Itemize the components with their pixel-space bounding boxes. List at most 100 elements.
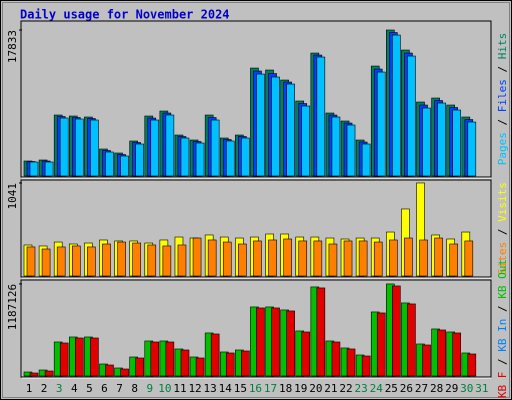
x-tick-label: 18: [279, 382, 292, 395]
bar: [298, 240, 308, 277]
bar: [331, 116, 341, 177]
x-tick-label: 6: [101, 382, 108, 395]
bar: [74, 337, 84, 377]
bar: [192, 237, 202, 277]
bar: [105, 151, 114, 177]
bar: [331, 341, 341, 377]
bar: [256, 73, 265, 177]
bar: [373, 241, 383, 277]
bar: [271, 76, 280, 177]
x-tick-label: 13: [204, 382, 217, 395]
legend: Sites / Visits: [496, 182, 509, 275]
bar: [87, 246, 96, 277]
x-tick-label: 22: [339, 382, 352, 395]
bar: [105, 364, 114, 377]
bar: [59, 117, 69, 177]
bar: [102, 243, 111, 277]
bar: [162, 245, 172, 277]
bar: [271, 307, 280, 377]
bar: [117, 241, 126, 277]
legend-separator: /: [496, 352, 509, 372]
bar: [404, 237, 413, 277]
bar: [29, 161, 39, 177]
bar: [389, 239, 398, 277]
bar: [452, 332, 462, 377]
bar: [376, 71, 386, 177]
bar: [286, 310, 295, 377]
x-tick-label: 21: [324, 382, 337, 395]
bar: [407, 55, 416, 177]
bar: [392, 285, 401, 377]
bar: [316, 287, 326, 377]
bar: [392, 34, 401, 177]
bar: [225, 352, 235, 377]
legend-entry: Visits: [496, 182, 509, 222]
bar: [207, 239, 217, 277]
x-tick-label: 27: [415, 382, 428, 395]
bar: [90, 337, 99, 377]
bar: [120, 368, 129, 377]
bar: [467, 121, 477, 177]
x-tick-label: 29: [445, 382, 458, 395]
bar: [180, 349, 190, 377]
x-tick-label: 16: [249, 382, 262, 395]
y-tick-label: 1041: [6, 183, 19, 210]
legend-entry: KB F: [496, 372, 509, 399]
bar: [135, 143, 144, 177]
x-tick-label: 8: [131, 382, 138, 395]
legend-entry: KB In: [496, 319, 509, 352]
x-tick-label: 31: [475, 382, 488, 395]
bar: [283, 238, 292, 277]
bar: [419, 239, 428, 277]
bar: [150, 341, 160, 377]
bar: [41, 248, 51, 277]
x-tick-label: 12: [188, 382, 201, 395]
legend-entry: Hits: [496, 33, 509, 60]
y-tick-label: 17833: [6, 30, 19, 63]
bar: [56, 246, 66, 277]
bar: [361, 143, 371, 177]
bar: [165, 114, 175, 177]
bar: [434, 237, 443, 277]
bar: [150, 119, 160, 177]
chart-title: Daily usage for November 2024: [20, 8, 230, 22]
legend-separator: /: [496, 59, 509, 79]
legend-separator: /: [496, 299, 509, 319]
bar: [464, 240, 474, 277]
bar: [44, 370, 54, 377]
bar: [135, 357, 144, 377]
bar: [301, 105, 311, 177]
bar: [343, 240, 353, 277]
bar: [286, 83, 295, 177]
x-tick-label: 19: [294, 382, 307, 395]
legend: Pages / Files / Hits: [496, 33, 509, 166]
bar: [29, 372, 39, 377]
bar: [74, 118, 84, 177]
bar: [467, 353, 477, 377]
bar: [26, 246, 36, 277]
x-tick-label: 2: [41, 382, 48, 395]
x-tick-label: 5: [86, 382, 93, 395]
bar: [222, 241, 232, 277]
bar: [449, 243, 459, 277]
bar: [180, 137, 190, 177]
x-tick-label: 11: [173, 382, 186, 395]
bar: [177, 244, 187, 277]
bar: [195, 357, 205, 377]
bar: [210, 333, 220, 377]
bar: [407, 303, 416, 377]
x-tick-label: 20: [309, 382, 322, 395]
x-tick-label: 26: [400, 382, 413, 395]
bar: [422, 107, 431, 177]
legend-entry: Files: [496, 79, 509, 112]
bar: [44, 161, 54, 177]
legend: KB F / KB In / KB Out: [496, 259, 509, 398]
bar: [422, 344, 431, 377]
bar: [132, 242, 141, 277]
bar: [361, 355, 371, 377]
bar: [328, 243, 338, 277]
x-tick-label: 1: [26, 382, 33, 395]
bar: [238, 243, 247, 277]
